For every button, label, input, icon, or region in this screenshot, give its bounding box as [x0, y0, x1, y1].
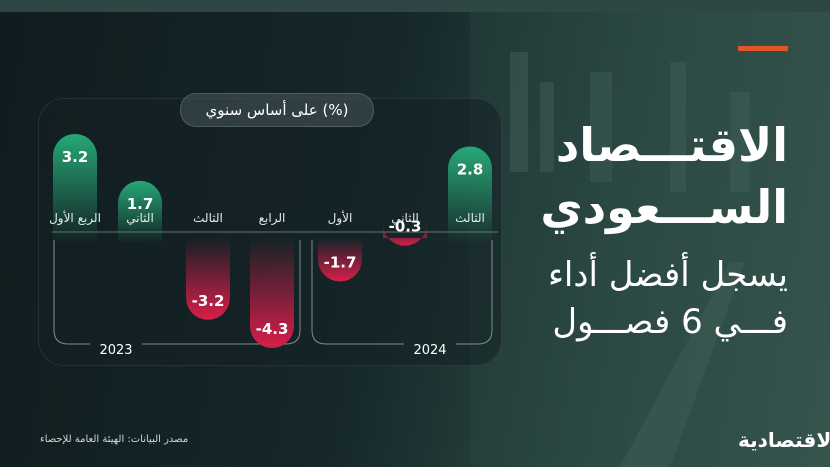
bar-value-label-1: 1.7 [127, 195, 154, 213]
bar-0 [53, 134, 97, 244]
year-label-2024: 2024 [413, 343, 446, 358]
year-bracket-2023-right [142, 240, 301, 345]
category-label-2: الثالث [193, 211, 223, 225]
bar-5 [383, 223, 427, 246]
bar-1 [118, 180, 162, 244]
year-bracket-2024-left [311, 240, 404, 345]
chart-unit-label: (%) على أساس سنوي [180, 93, 374, 127]
brand-logo: الاقتصادية [738, 428, 830, 452]
category-label-4: الأول [328, 210, 353, 226]
bar-value-label-5: -0.3 [389, 218, 422, 236]
headline-line-3: يسجل أفضل أداء [547, 255, 788, 295]
bar-3 [250, 238, 294, 348]
bar-4 [318, 238, 362, 282]
category-label-6: الثالث [455, 211, 485, 225]
category-label-3: الرابع [259, 211, 286, 226]
headline-line-2: الســـعودي [540, 180, 788, 234]
year-bracket-2024-right [456, 240, 493, 345]
bar-value-label-4: -1.7 [324, 253, 357, 271]
headline-line-4: فـــي 6 فصـــول [552, 302, 788, 342]
bar-value-label-2: -3.2 [192, 292, 225, 310]
bar-2 [186, 238, 230, 320]
category-label-0: الربع الأول [49, 210, 101, 226]
bar-value-label-3: -4.3 [256, 320, 289, 338]
accent-line [738, 46, 788, 51]
bar-value-label-6: 2.8 [457, 161, 484, 179]
category-label-1: الثاني [126, 211, 154, 225]
year-label-2023: 2023 [99, 343, 132, 358]
headline-line-1: الاقتـــصاد [555, 118, 788, 172]
city-skyline-background [470, 12, 830, 467]
bar-value-label-0: 3.2 [62, 148, 89, 166]
data-source: مصدر البيانات: الهيئة العامة للإحصاء [40, 434, 189, 445]
top-strip [0, 0, 830, 12]
year-bracket-2023-left [53, 240, 90, 345]
category-label-5: الثاني [391, 211, 419, 225]
bar-6 [448, 146, 492, 244]
